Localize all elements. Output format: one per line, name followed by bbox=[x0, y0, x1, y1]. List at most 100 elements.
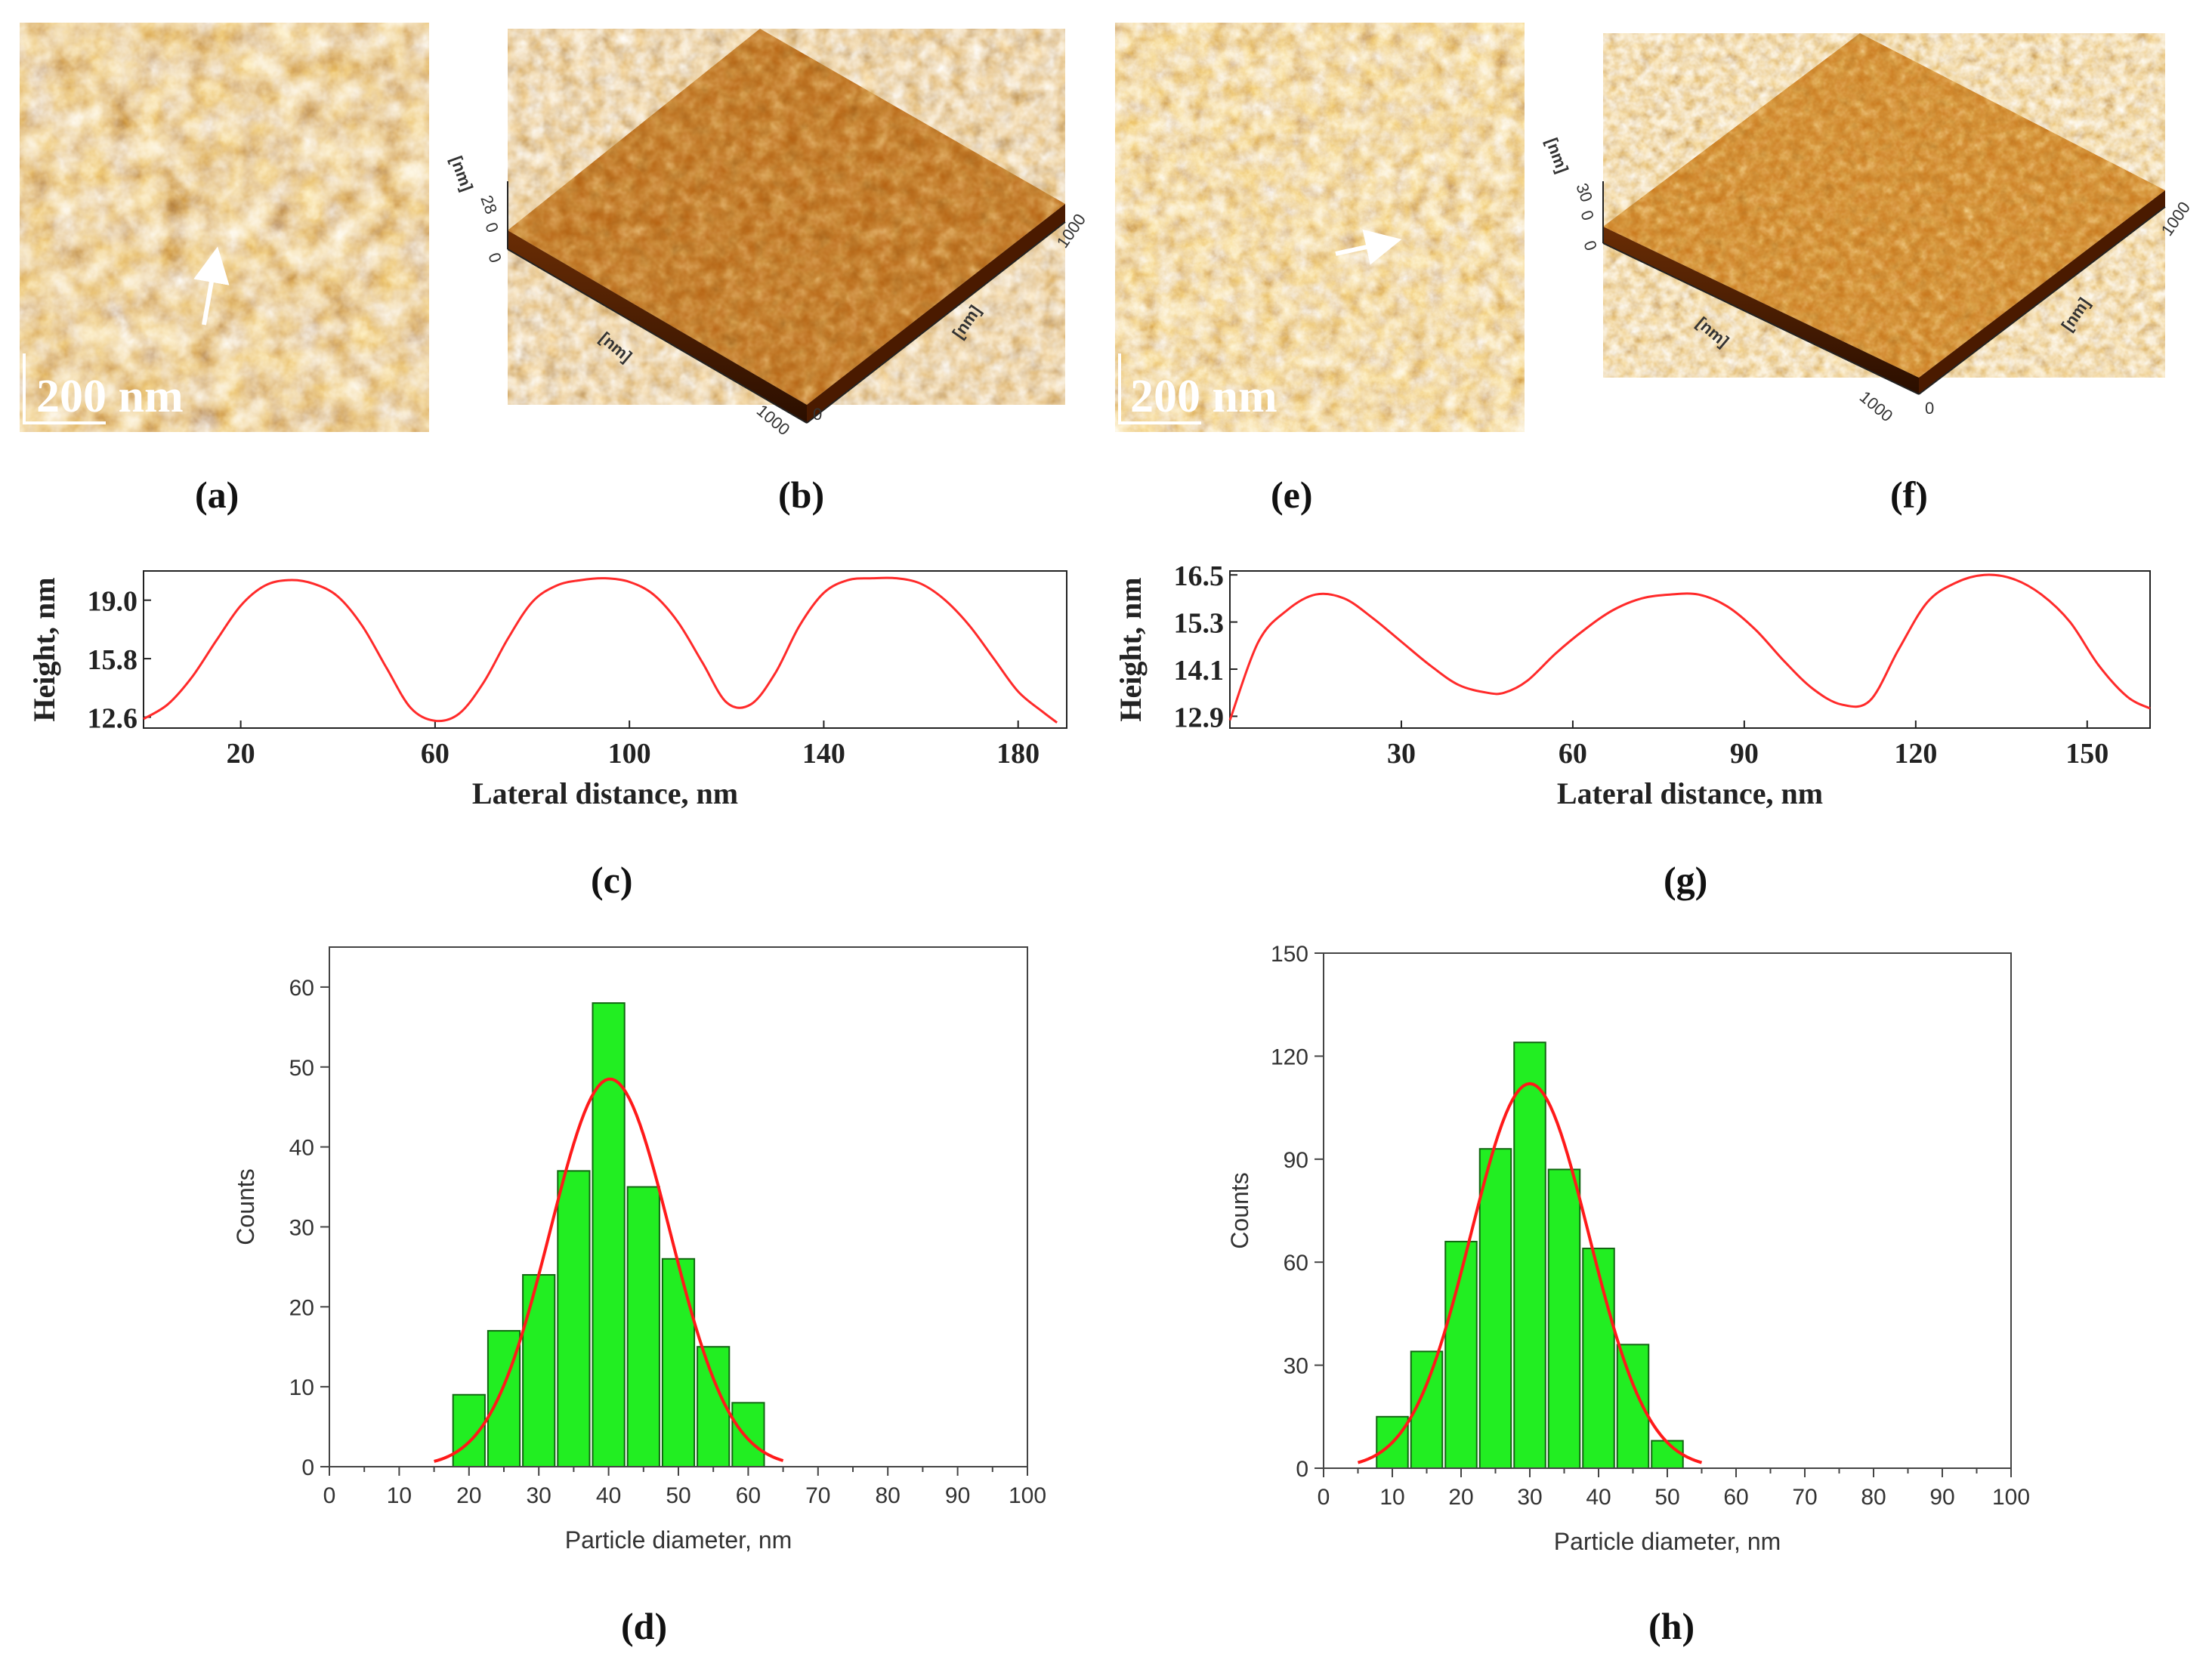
x-tick-label: 60 bbox=[1723, 1485, 1748, 1510]
x-tick-label: 0 bbox=[323, 1483, 336, 1508]
x-tick-label: 60 bbox=[1559, 738, 1587, 770]
x-tick-label: 90 bbox=[1929, 1485, 1954, 1510]
panel-label-g: (g) bbox=[1664, 859, 1707, 901]
afm-texture-e bbox=[1115, 23, 1525, 432]
histogram-bar bbox=[522, 1273, 556, 1467]
particle-histogram-h: 0 30 60 90 120 150 0 10 20 30 40 50 60 70 80 90 100 Parti… bbox=[1226, 942, 2030, 1555]
arrow-up-icon bbox=[193, 246, 230, 326]
x-tick-label: 150 bbox=[2065, 738, 2109, 770]
scale-bar-a bbox=[23, 353, 106, 424]
gaussian-fit-curve bbox=[434, 1077, 784, 1463]
afm-2d-image-a: 200 nm bbox=[20, 23, 429, 432]
y-tick-label: 16.5 bbox=[1174, 560, 1225, 592]
x-tick-label: 30 bbox=[527, 1483, 551, 1508]
y-tick-label: 90 bbox=[1284, 1148, 1308, 1173]
histogram-bar bbox=[697, 1346, 731, 1467]
height-profile-chart-c: 12.6 15.8 19.0 20 60 100 140 180 Lateral distanc… bbox=[27, 570, 1067, 810]
height-profile-line bbox=[143, 576, 1058, 724]
z-tick-zero-f: 0 bbox=[1577, 208, 1598, 223]
y-tick-label: 50 bbox=[289, 1056, 314, 1081]
x-tick-label: 100 bbox=[1009, 1483, 1046, 1508]
afm-3d-image-b: [nm] 28 0 0 [nm] 1000 0 [nm] 1000 bbox=[446, 29, 1089, 439]
x-tick-label: 80 bbox=[1861, 1485, 1886, 1510]
afm-2d-image-e: 200 nm bbox=[1115, 23, 1525, 432]
x-tick-label: 70 bbox=[1792, 1485, 1817, 1510]
y-axis-title: Height, nm bbox=[27, 577, 61, 721]
afm-3d-image-f: [nm] 30 0 0 [nm] 1000 0 [nm] 1000 bbox=[1542, 33, 2194, 425]
z-unit-b: [nm] bbox=[446, 153, 477, 193]
x-tick-label: 120 bbox=[1894, 738, 1937, 770]
x-unit-f: [nm] bbox=[1693, 313, 1733, 351]
x-axis-title: Particle diameter, nm bbox=[565, 1526, 792, 1554]
histogram-bar bbox=[626, 1186, 660, 1467]
y-tick-label: 14.1 bbox=[1174, 655, 1225, 687]
y-tick-label: 19.0 bbox=[88, 586, 138, 618]
particle-histogram-d: 0 10 20 30 40 50 60 0 10 20 30 40 50 60 70 80 90 100 Parti… bbox=[232, 946, 1046, 1554]
x-tick-label: 30 bbox=[1517, 1485, 1542, 1510]
panel-label-d: (d) bbox=[621, 1605, 667, 1647]
x-tick-label: 30 bbox=[1387, 738, 1416, 770]
x-axis-title: Lateral distance, nm bbox=[472, 776, 738, 810]
y-tick-label: 30 bbox=[1284, 1354, 1308, 1379]
scale-bar-e bbox=[1118, 353, 1201, 424]
y-axis-title: Counts bbox=[1226, 1172, 1253, 1248]
z-tick-zero-b: 0 bbox=[481, 220, 502, 235]
z-tick-top-f: 30 bbox=[1572, 181, 1596, 205]
arrow-right-icon bbox=[1335, 229, 1402, 265]
panel-label-c: (c) bbox=[591, 859, 633, 901]
y-tick-label: 0 bbox=[301, 1455, 314, 1480]
x-axis-title: Lateral distance, nm bbox=[1557, 776, 1823, 810]
y-tick-label: 150 bbox=[1271, 942, 1308, 967]
histogram-bar bbox=[557, 1170, 591, 1468]
x-tick-label: 60 bbox=[421, 738, 450, 770]
x-tick-label: 100 bbox=[608, 738, 651, 770]
y-tick-label: 15.3 bbox=[1174, 608, 1225, 640]
y-axis-title: Counts bbox=[232, 1168, 259, 1245]
y-tick-label: 0 bbox=[1296, 1457, 1308, 1482]
x-tick-label: 100 bbox=[1992, 1485, 2030, 1510]
z-tick-top-b: 28 bbox=[477, 193, 501, 217]
y-tick-label: 12.6 bbox=[88, 702, 138, 734]
panel-label-e: (e) bbox=[1271, 474, 1313, 516]
origin-f: 0 bbox=[1580, 238, 1601, 253]
x-tick-label: 20 bbox=[1448, 1485, 1473, 1510]
x-tick-label: 90 bbox=[945, 1483, 970, 1508]
x-tick-label: 180 bbox=[996, 738, 1040, 770]
y-tick-label: 30 bbox=[289, 1215, 314, 1240]
x-tick-label: 80 bbox=[876, 1483, 901, 1508]
scale-bar-label-a: 200 nm bbox=[36, 371, 184, 422]
origin-b: 0 bbox=[484, 250, 505, 265]
histogram-bar bbox=[1513, 1041, 1546, 1470]
x-tick-label: 20 bbox=[227, 738, 255, 770]
x-tick-label: 140 bbox=[802, 738, 845, 770]
x-tick-label: 40 bbox=[596, 1483, 621, 1508]
y-tick-label: 120 bbox=[1271, 1045, 1308, 1069]
x-tick-label: 50 bbox=[666, 1483, 690, 1508]
plot-frame bbox=[1229, 570, 2151, 729]
y-axis-title: Height, nm bbox=[1114, 577, 1148, 721]
panel-label-h: (h) bbox=[1648, 1605, 1695, 1647]
z-unit-f: [nm] bbox=[1542, 135, 1572, 175]
x-unit-b: [nm] bbox=[596, 329, 636, 366]
y-tick-label: 20 bbox=[289, 1295, 314, 1320]
height-profile-chart-g: 12.9 14.1 15.3 16.5 30 60 90 120 150 Lateral dist… bbox=[1114, 560, 2151, 810]
histogram-bar bbox=[592, 1002, 626, 1467]
x-tick-label: 70 bbox=[805, 1483, 830, 1508]
y-tick-label: 60 bbox=[1284, 1251, 1308, 1276]
histogram-bar bbox=[661, 1257, 696, 1468]
y-tick-label: 40 bbox=[289, 1136, 314, 1161]
x-max-f: 1000 bbox=[1856, 387, 1897, 426]
x-tick-label: 40 bbox=[1586, 1485, 1611, 1510]
histogram-bar bbox=[731, 1402, 765, 1468]
histogram-bar bbox=[1444, 1240, 1478, 1470]
panel-label-a: (a) bbox=[195, 474, 239, 516]
x-tick-label: 50 bbox=[1654, 1485, 1679, 1510]
origin-right-b: 0 bbox=[813, 405, 822, 424]
x-tick-label: 10 bbox=[387, 1483, 412, 1508]
x-tick-label: 90 bbox=[1730, 738, 1759, 770]
y-tick-label: 12.9 bbox=[1174, 702, 1225, 733]
x-axis-title: Particle diameter, nm bbox=[1554, 1528, 1781, 1555]
plot-frame bbox=[143, 570, 1067, 729]
histogram-bar bbox=[1547, 1168, 1581, 1469]
histogram-bar bbox=[1651, 1440, 1684, 1470]
